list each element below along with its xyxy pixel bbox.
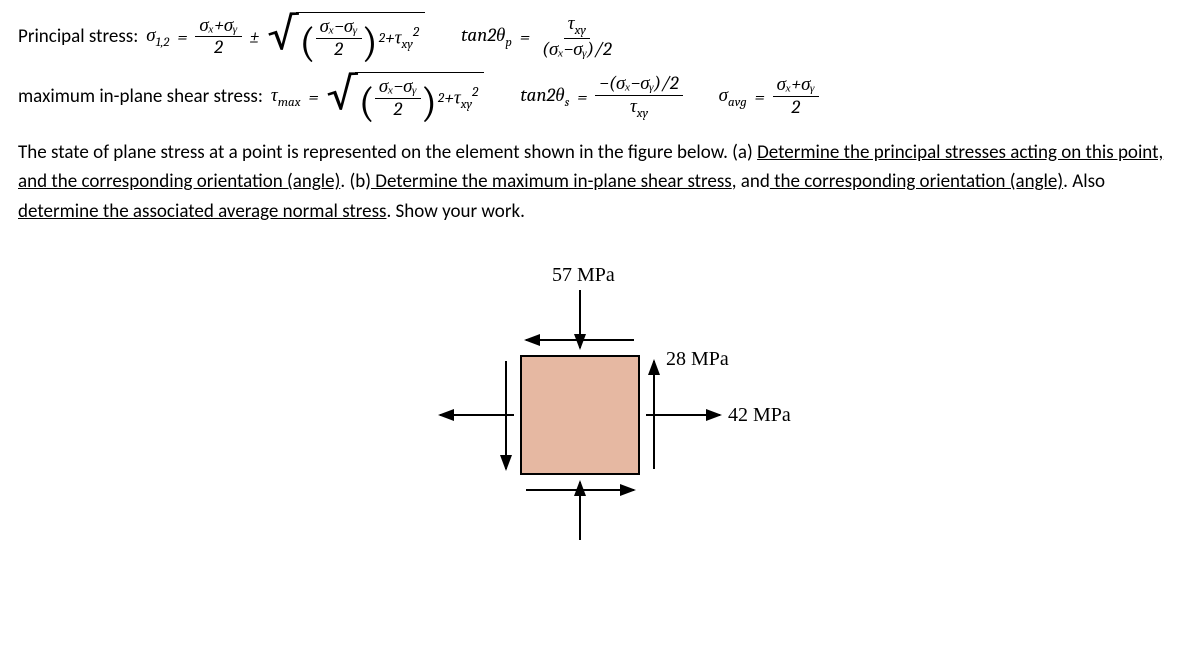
eq-principal-stress: Principal stress: σ1,2 = σₓ+σᵧ 2 ± √ ( σ…	[18, 12, 425, 62]
problem-statement: The state of plane stress at a point is …	[18, 138, 1182, 226]
label-42mpa: 42 MPa	[728, 404, 791, 427]
label-max-shear: maximum in-plane shear stress:	[18, 85, 263, 108]
stress-element-diagram: 57 MPa 28 MPa 42 MPa	[18, 240, 1182, 570]
formula-row-shear: maximum in-plane shear stress: τmax = √ …	[18, 72, 1182, 122]
sqrt-shear: √ ( σₓ−σᵧ 2 ) 2 + τxy2	[327, 72, 485, 122]
eq-tan2theta-s: tan2θs = −(σₓ−σᵧ)/2 τxy	[520, 74, 682, 120]
sqrt-principal: √ ( σₓ−σᵧ 2 ) 2 + τxy2	[267, 12, 425, 62]
label-principal: Principal stress:	[18, 25, 138, 48]
label-28mpa: 28 MPa	[666, 348, 729, 371]
eq-sigma-avg: σavg = σₓ+σᵧ 2	[719, 75, 819, 118]
label-57mpa: 57 MPa	[552, 264, 615, 287]
stress-arrows	[420, 240, 780, 570]
formula-row-principal: Principal stress: σ1,2 = σₓ+σᵧ 2 ± √ ( σ…	[18, 12, 1182, 62]
frac-half-sum: σₓ+σᵧ 2	[195, 16, 241, 59]
eq-tan2theta-p: tan2θp = τxy (σₓ−σᵧ)/2	[461, 14, 616, 60]
eq-max-shear: maximum in-plane shear stress: τmax = √ …	[18, 72, 484, 122]
